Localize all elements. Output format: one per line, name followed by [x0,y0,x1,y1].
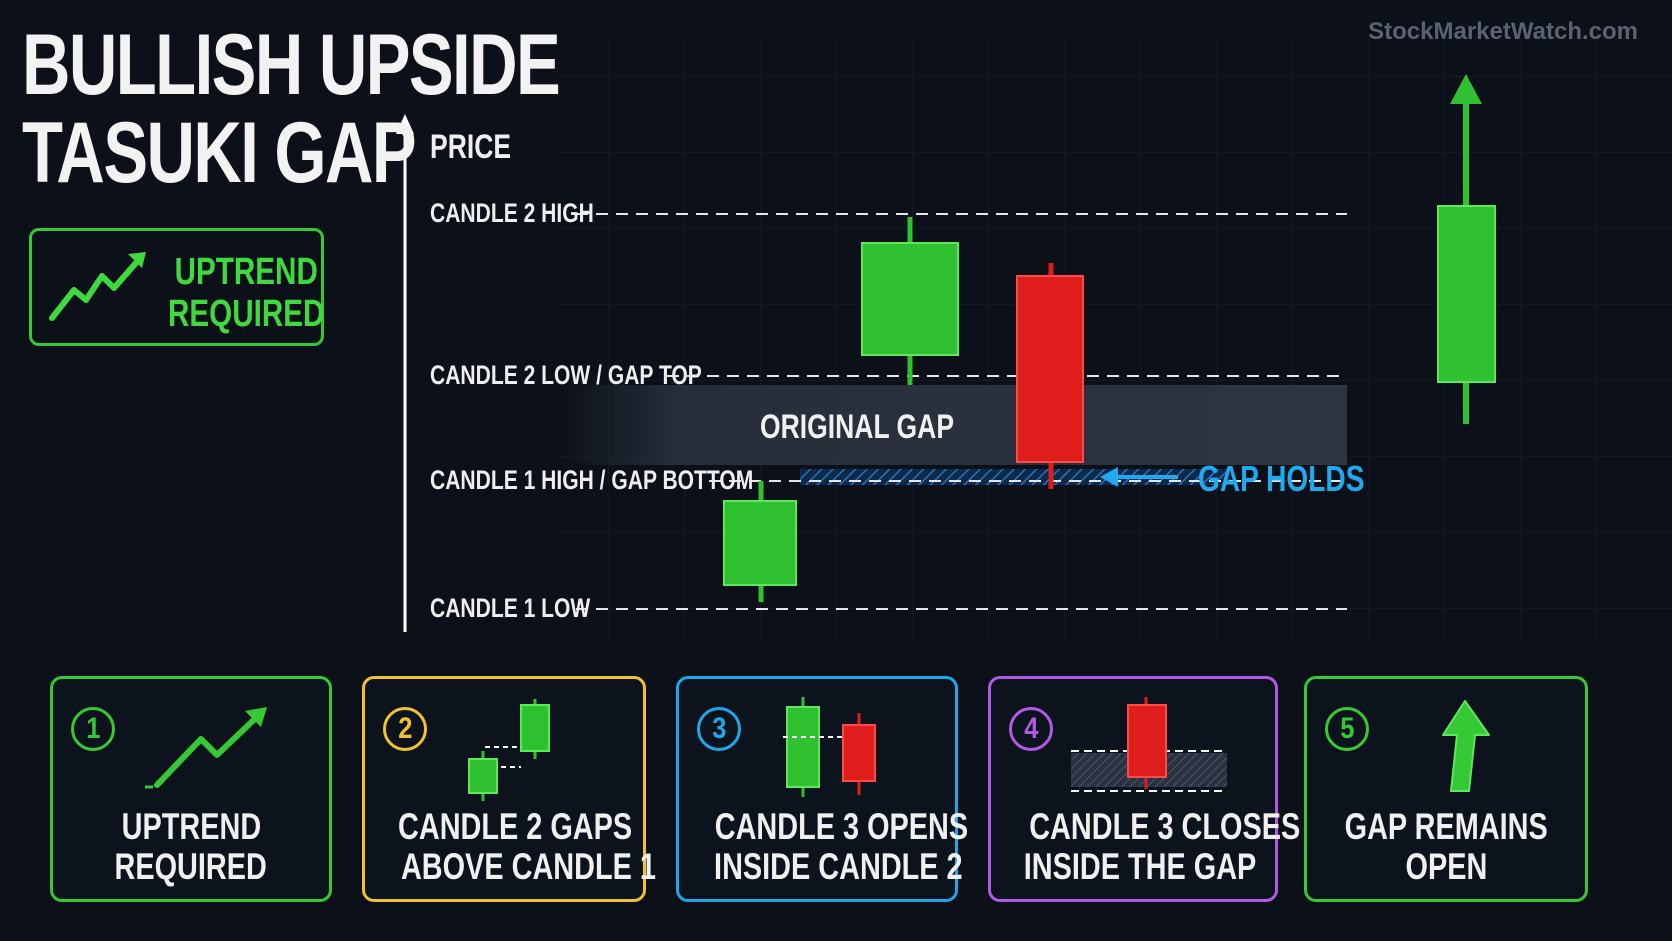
original-gap-label: ORIGINAL GAP [760,408,955,446]
step-number-4: 4 [1009,707,1053,751]
trend-up-icon [145,707,267,789]
step-number-5: 5 [1325,707,1369,751]
watermark: StockMarketWatch.com [1368,18,1638,45]
gap-holds-hatch [800,469,1230,485]
step-text-1: UPTREND REQUIRED [114,806,268,887]
step-card-2: 2 CANDLE 2 GAPS ABOVE CANDLE 1 [362,676,656,902]
arrow-up-icon [1442,700,1490,792]
step-text-5: GAP REMAINS OPEN [1344,806,1548,887]
level-label-candle-2-high: CANDLE 2 HIGH [430,198,594,228]
close-in-gap-icon [1071,697,1227,792]
step-card-1: 1 UPTREND REQUIRED [50,676,332,902]
gap-holds-arrow-icon [1100,467,1118,487]
open-inside-icon [783,697,876,797]
step-number-1: 1 [71,707,115,751]
price-axis-label: PRICE [430,128,512,166]
gap-candles-icon [468,699,550,801]
original-gap-zone [560,385,1347,465]
trend-up-icon [49,253,145,321]
step-card-3: 3 CANDLE 3 OPENS INSIDE CANDLE 2 [676,676,969,902]
continuation-candle [1437,74,1496,424]
uptrend-badge-line1: UPTREND [174,251,318,293]
title-line-1: BULLISH UPSIDE [22,17,561,113]
candle-1 [723,481,797,602]
step-card-5: 5 GAP REMAINS OPEN [1304,676,1588,902]
continuation-arrow-icon [1450,74,1482,104]
step-text-3: CANDLE 3 OPENS INSIDE CANDLE 2 [714,806,969,887]
uptrend-badge-line2: REQUIRED [168,293,325,335]
step-number-3: 3 [697,707,741,751]
step-text-2: CANDLE 2 GAPS ABOVE CANDLE 1 [398,806,656,887]
gap-holds-label: GAP HOLDS [1198,458,1365,499]
level-label-gap-bottom: CANDLE 1 HIGH / GAP BOTTOM [430,465,754,495]
step-number-2: 2 [383,707,427,751]
price-axis-arrow-icon [396,114,414,134]
trend-up-arrowhead-icon [128,252,146,268]
title-line-2: TASUKI GAP [22,105,417,201]
candle-2 [861,217,959,385]
uptrend-badge-text: UPTREND REQUIRED [168,251,324,335]
candle-3 [1016,263,1084,489]
level-label-gap-top: CANDLE 2 LOW / GAP TOP [430,360,702,390]
uptrend-required-badge: UPTREND REQUIRED [29,228,324,346]
step-text-4: CANDLE 3 CLOSES INSIDE THE GAP [1023,806,1301,887]
step-card-4: 4 CANDLE 3 CLOSES INSIDE THE GAP [988,676,1301,902]
level-label-candle-1-low: CANDLE 1 LOW [430,593,591,623]
